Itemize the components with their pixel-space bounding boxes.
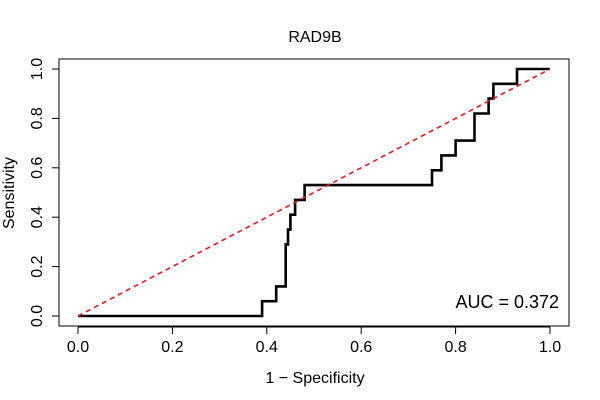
y-tick-label: 1.0 bbox=[29, 58, 46, 80]
x-tick-label: 0.4 bbox=[256, 339, 278, 356]
y-tick-label: 0.6 bbox=[29, 157, 46, 179]
chart-title: RAD9B bbox=[288, 29, 341, 46]
x-tick-label: 0.6 bbox=[350, 339, 372, 356]
y-tick-label: 0.8 bbox=[29, 107, 46, 129]
y-axis: 0.0 0.2 0.4 0.6 0.8 1.0 bbox=[29, 58, 60, 327]
y-tick-label: 0.4 bbox=[29, 206, 46, 228]
x-tick-label: 0.8 bbox=[444, 339, 466, 356]
chance-diagonal-line bbox=[77, 68, 551, 317]
y-tick-label: 0.0 bbox=[29, 305, 46, 327]
y-axis-label: Sensitivity bbox=[1, 157, 18, 229]
x-axis: 0.0 0.2 0.4 0.6 0.8 1.0 bbox=[67, 326, 561, 356]
x-tick-label: 1.0 bbox=[539, 339, 561, 356]
x-tick-label: 0.2 bbox=[161, 339, 183, 356]
y-tick-label: 0.2 bbox=[29, 255, 46, 277]
x-tick-label: 0.0 bbox=[67, 339, 89, 356]
roc-curve-line bbox=[78, 67, 550, 318]
auc-annotation: AUC = 0.372 bbox=[455, 292, 559, 312]
x-axis-label: 1 − Specificity bbox=[265, 370, 364, 387]
series-layer bbox=[77, 67, 551, 318]
